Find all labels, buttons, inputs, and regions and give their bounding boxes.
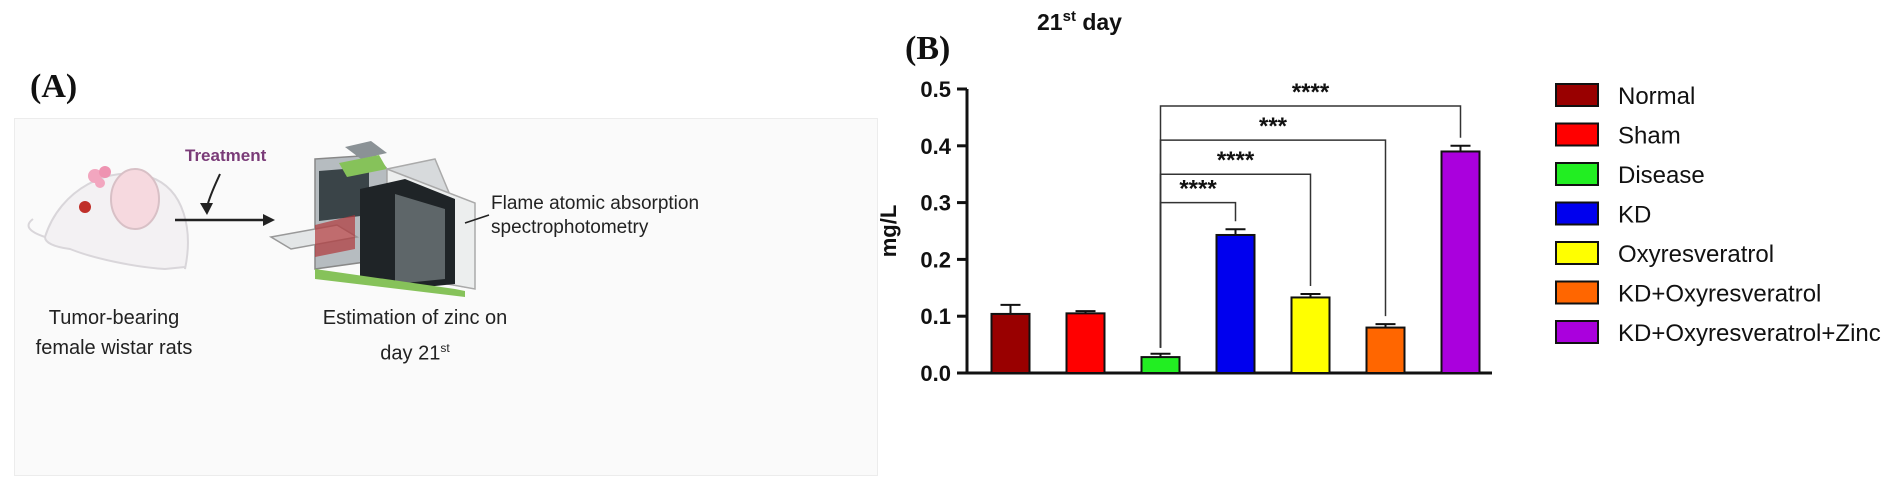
zinc-bar-chart: 21st day mg/L 0.00.10.20.30.40.5 *******… [880,8,1881,386]
instrument-label-line2: spectrophotometry [491,217,649,238]
significance-label: **** [1217,147,1255,174]
y-tick-label: 0.3 [920,191,951,216]
legend-label-kd-oxyresveratrol: KD+Oxyresveratrol [1618,281,1821,308]
significance-label: **** [1179,176,1217,203]
caption-rats-line2: female wistar rats [35,337,193,359]
chart-title: 21st day [1037,8,1122,35]
y-tick-label: 0.2 [920,247,951,272]
bar-kd-oxyresveratrol-zinc [1440,150,1481,374]
legend-swatch-normal [1555,83,1599,107]
legend-swatch-kd-oxyresveratrol-zinc [1555,320,1599,344]
panel-a-letter: (A) [30,68,78,105]
rat-eye [79,201,91,213]
experiment-schematic: Treatment Flame atomic absorption spectr… [14,118,878,476]
caption-estimation-day: day 21 [380,342,441,365]
caption-estimation-sup: st [440,341,450,355]
legend-swatch-kd [1555,201,1599,226]
bar-kd-oxyresveratrol [1365,326,1406,374]
legend-swatch-disease [1555,162,1599,186]
legend-label-kd: KD [1618,202,1651,229]
legend-swatch-kd-oxyresveratrol [1555,280,1599,305]
legend-label-normal: Normal [1618,83,1695,110]
caption-estimation-line1: Estimation of zinc on [322,307,508,329]
bar-kd [1215,233,1256,374]
panel-b-letter: (B) [905,30,951,67]
chart-title-main: 21 [1037,9,1063,35]
significance-group: *************** [1159,79,1462,348]
significance-bracket [1159,105,1462,348]
chart-title-suffix: day [1076,9,1122,35]
legend-label-oxyresveratrol: Oxyresveratrol [1618,241,1774,268]
treatment-arrow [206,173,221,208]
y-axis-label: mg/L [880,205,901,258]
caption-estimation: Estimation of zinc on day 21st [305,303,525,369]
instrument-label-line1: Flame atomic absorption [491,193,699,214]
y-tick-label: 0.5 [920,77,951,102]
bar-oxyresveratrol [1290,296,1331,374]
caption-estimation-line2: day 21st [305,333,525,369]
instrument-pointer [464,214,490,224]
treatment-label: Treatment [185,146,267,165]
caption-rats-line1: Tumor-bearing [48,307,180,329]
spectrophotometer-illustration [268,141,476,297]
bar-disease [1140,356,1181,375]
y-tick-label: 0.0 [920,361,951,386]
y-tick-label: 0.1 [920,304,951,329]
bar-normal [990,312,1031,375]
legend-label-sham: Sham [1618,123,1681,150]
rat-ear [110,168,160,230]
legend-group: Normal Sham Disease KD Oxyresveratrol KD+Oxyr… [1555,83,1881,347]
legend-swatch-sham [1555,122,1599,147]
legend-label-disease: Disease [1618,162,1705,189]
bar-sham [1065,312,1106,374]
schematic-drawing: Treatment Flame atomic absorption spectr… [27,141,699,297]
legend-label-kd-oxyresveratrol-zinc: KD+Oxyresveratrol+Zinc [1618,320,1881,347]
significance-label: **** [1292,79,1330,106]
significance-label: *** [1259,113,1288,140]
rat-illustration [27,166,189,271]
chart-title-sup: st [1063,8,1076,25]
y-tick-label: 0.4 [920,134,951,159]
legend-swatch-oxyresveratrol [1555,241,1599,265]
bars-group [990,144,1481,375]
significance-bracket [1159,139,1387,348]
caption-rats: Tumor-bearing female wistar rats [29,303,199,363]
